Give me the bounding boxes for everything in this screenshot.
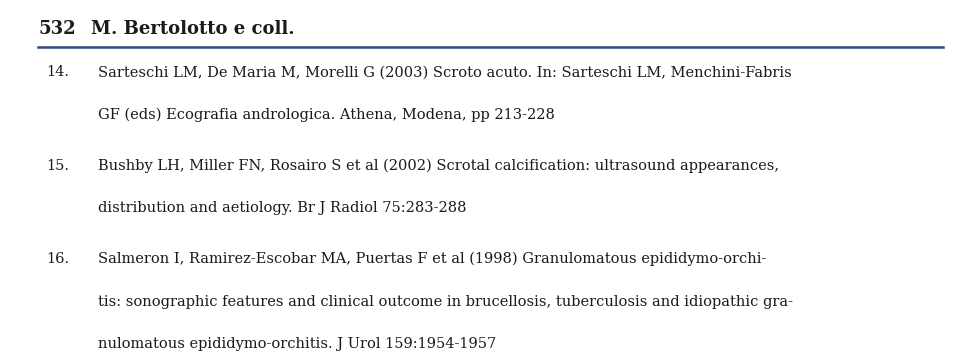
Text: GF (eds) Ecografia andrologica. Athena, Modena, pp 213-228: GF (eds) Ecografia andrologica. Athena, … xyxy=(98,108,554,122)
Text: tis: sonographic features and clinical outcome in brucellosis, tuberculosis and : tis: sonographic features and clinical o… xyxy=(98,295,793,309)
Text: 14.: 14. xyxy=(46,65,69,79)
Text: 15.: 15. xyxy=(46,159,69,173)
Text: nulomatous epididymo-orchitis. J Urol 159:1954-1957: nulomatous epididymo-orchitis. J Urol 15… xyxy=(98,337,496,352)
Text: M. Bertolotto e coll.: M. Bertolotto e coll. xyxy=(91,20,294,38)
Text: Salmeron I, Ramirez-Escobar MA, Puertas F et al (1998) Granulomatous epididymo-o: Salmeron I, Ramirez-Escobar MA, Puertas … xyxy=(98,252,766,266)
Text: Sarteschi LM, De Maria M, Morelli G (2003) Scroto acuto. In: Sarteschi LM, Mench: Sarteschi LM, De Maria M, Morelli G (200… xyxy=(98,65,791,79)
Text: 16.: 16. xyxy=(46,252,69,266)
Text: 532: 532 xyxy=(38,20,76,38)
Text: distribution and aetiology. Br J Radiol 75:283-288: distribution and aetiology. Br J Radiol … xyxy=(98,201,466,215)
Text: Bushby LH, Miller FN, Rosairo S et al (2002) Scrotal calcification: ultrasound a: Bushby LH, Miller FN, Rosairo S et al (2… xyxy=(98,159,779,173)
